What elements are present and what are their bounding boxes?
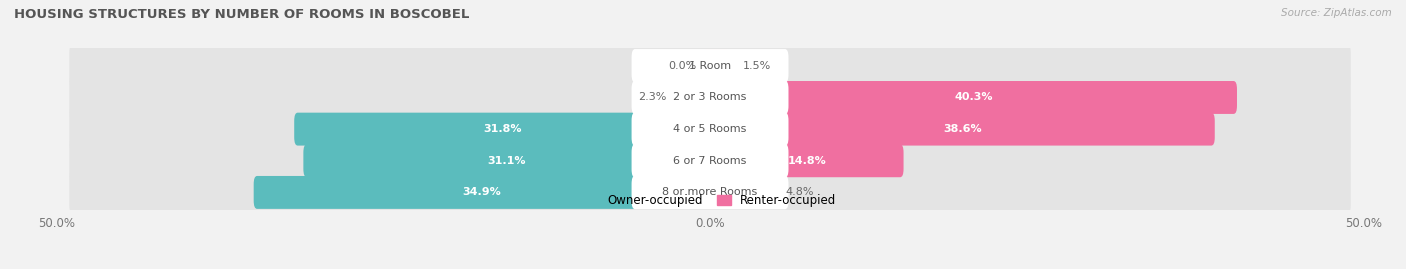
FancyBboxPatch shape — [631, 112, 789, 146]
Text: 34.9%: 34.9% — [463, 187, 501, 197]
Text: 2.3%: 2.3% — [638, 93, 666, 102]
Text: 31.8%: 31.8% — [482, 124, 522, 134]
Text: HOUSING STRUCTURES BY NUMBER OF ROOMS IN BOSCOBEL: HOUSING STRUCTURES BY NUMBER OF ROOMS IN… — [14, 8, 470, 21]
Legend: Owner-occupied, Renter-occupied: Owner-occupied, Renter-occupied — [583, 194, 837, 207]
Text: 14.8%: 14.8% — [787, 156, 827, 166]
Text: 38.6%: 38.6% — [943, 124, 981, 134]
Text: 31.1%: 31.1% — [488, 156, 526, 166]
Text: 1.5%: 1.5% — [742, 61, 770, 71]
FancyBboxPatch shape — [703, 113, 1215, 146]
FancyBboxPatch shape — [703, 176, 773, 209]
FancyBboxPatch shape — [703, 144, 904, 177]
Text: 4.8%: 4.8% — [786, 187, 814, 197]
FancyBboxPatch shape — [631, 81, 789, 114]
Text: 40.3%: 40.3% — [955, 93, 993, 102]
Text: Source: ZipAtlas.com: Source: ZipAtlas.com — [1281, 8, 1392, 18]
FancyBboxPatch shape — [681, 81, 713, 114]
Text: 6 or 7 Rooms: 6 or 7 Rooms — [673, 156, 747, 166]
Text: 0.0%: 0.0% — [669, 61, 697, 71]
Text: 4 or 5 Rooms: 4 or 5 Rooms — [673, 124, 747, 134]
Text: 2 or 3 Rooms: 2 or 3 Rooms — [673, 93, 747, 102]
Text: 8 or more Rooms: 8 or more Rooms — [662, 187, 758, 197]
FancyBboxPatch shape — [69, 73, 1351, 122]
FancyBboxPatch shape — [294, 113, 713, 146]
FancyBboxPatch shape — [304, 144, 713, 177]
FancyBboxPatch shape — [69, 41, 1351, 90]
FancyBboxPatch shape — [253, 176, 713, 209]
FancyBboxPatch shape — [69, 136, 1351, 185]
FancyBboxPatch shape — [69, 104, 1351, 154]
FancyBboxPatch shape — [631, 49, 789, 83]
FancyBboxPatch shape — [703, 49, 730, 82]
FancyBboxPatch shape — [631, 144, 789, 178]
FancyBboxPatch shape — [69, 168, 1351, 217]
FancyBboxPatch shape — [631, 176, 789, 209]
FancyBboxPatch shape — [703, 81, 1237, 114]
Text: 1 Room: 1 Room — [689, 61, 731, 71]
